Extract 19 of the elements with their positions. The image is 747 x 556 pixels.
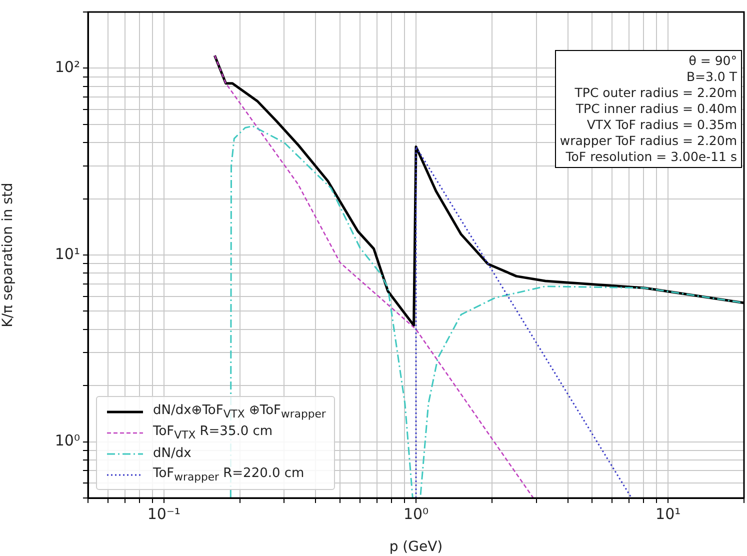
y-axis-title: K/π separation in std — [0, 182, 16, 328]
x-tick-label: 10⁻¹ — [147, 504, 180, 523]
annotation: B=3.0 T — [685, 69, 737, 85]
legend-label: dN/dx⊕ToF$_{VTX}$ ⊕ToF$_{wrapper}$ — [153, 402, 326, 420]
x-axis-title: p (GeV) — [389, 539, 443, 556]
annotation: TPC inner radius = 0.40m — [574, 101, 737, 117]
legend-label: ToF$_{VTX}$ R=35.0 cm — [153, 424, 273, 442]
annotation: VTX ToF radius = 0.35m — [586, 117, 737, 133]
x-tick-label: 10¹ — [656, 504, 681, 523]
annotation: ToF resolution = 3.00e-11 s — [564, 149, 737, 165]
y-tick-label: 10⁰ — [54, 432, 80, 450]
y-tick-label: 10² — [54, 58, 80, 76]
annotation: θ = 90° — [688, 53, 737, 69]
x-tick-label: 10⁰ — [403, 504, 429, 523]
y-tick-label: 10¹ — [54, 244, 80, 263]
annotation: TPC outer radius = 2.20m — [574, 85, 737, 101]
annotation: wrapper ToF radius = 2.20m — [560, 133, 737, 149]
legend-label: ToF$_{wrapper}$ R=220.0 cm — [153, 466, 304, 484]
legend-label: dN/dx — [153, 446, 192, 461]
